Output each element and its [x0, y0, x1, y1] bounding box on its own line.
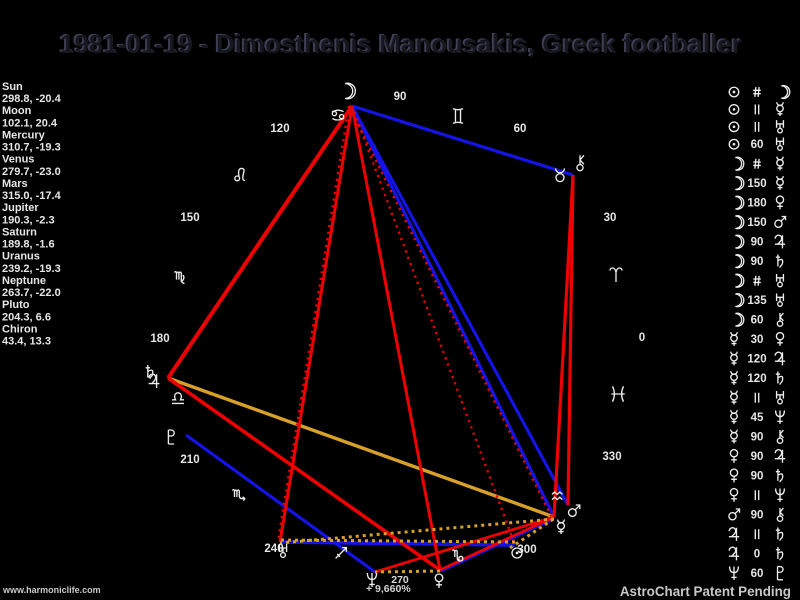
svg-text:60: 60 — [751, 568, 764, 580]
svg-text:Jupiter: Jupiter — [2, 202, 39, 214]
svg-text:90: 90 — [751, 510, 764, 522]
svg-text:150: 150 — [180, 212, 199, 224]
svg-text:190.3, -2.3: 190.3, -2.3 — [2, 214, 55, 226]
svg-text:90: 90 — [751, 451, 764, 463]
svg-text:Sun: Sun — [2, 81, 23, 93]
svg-text:90: 90 — [751, 432, 764, 444]
svg-text:0: 0 — [754, 549, 760, 561]
svg-text:120: 120 — [747, 354, 766, 366]
svg-text:Mercury: Mercury — [2, 130, 46, 142]
svg-text:150: 150 — [747, 217, 766, 229]
svg-text:90: 90 — [751, 237, 764, 249]
svg-text:330: 330 — [602, 451, 621, 463]
svg-text:Neptune: Neptune — [2, 275, 46, 287]
svg-text:120: 120 — [747, 373, 766, 385]
svg-text:Uranus: Uranus — [2, 251, 40, 263]
svg-text:263.7, -22.0: 263.7, -22.0 — [2, 287, 61, 299]
svg-text:210: 210 — [180, 454, 199, 466]
svg-text:Saturn: Saturn — [2, 226, 37, 238]
svg-text:120: 120 — [270, 123, 289, 135]
svg-text:270: 270 — [391, 574, 409, 586]
svg-text:Moon: Moon — [2, 105, 32, 117]
svg-text:45: 45 — [751, 412, 764, 424]
svg-text:180: 180 — [747, 198, 766, 210]
svg-text:315.0, -17.4: 315.0, -17.4 — [2, 190, 62, 202]
svg-text:Pluto: Pluto — [2, 299, 30, 311]
svg-text:Mars: Mars — [2, 178, 28, 190]
svg-text:90: 90 — [751, 256, 764, 268]
svg-text:30: 30 — [604, 212, 617, 224]
svg-text:90: 90 — [394, 91, 407, 103]
svg-text:204.3, 6.6: 204.3, 6.6 — [2, 311, 51, 323]
svg-text:+ 9,660%: + 9,660% — [366, 583, 411, 595]
svg-text:www.harmoniclife.com: www.harmoniclife.com — [2, 585, 101, 595]
svg-text:239.2, -19.3: 239.2, -19.3 — [2, 263, 61, 275]
svg-text:Venus: Venus — [2, 154, 34, 166]
svg-text:0: 0 — [639, 332, 645, 344]
svg-text:150: 150 — [747, 178, 766, 190]
svg-text:Chiron: Chiron — [2, 323, 38, 335]
svg-text:30: 30 — [751, 334, 764, 346]
svg-text:279.7, -23.0: 279.7, -23.0 — [2, 166, 61, 178]
svg-text:60: 60 — [751, 139, 764, 151]
svg-text:60: 60 — [514, 123, 527, 135]
svg-text:180: 180 — [150, 333, 169, 345]
svg-text:135: 135 — [747, 295, 767, 307]
svg-text:43.4, 13.3: 43.4, 13.3 — [2, 336, 51, 348]
svg-text:AstroChart Patent Pending: AstroChart Patent Pending — [620, 584, 791, 599]
svg-text:60: 60 — [751, 315, 764, 327]
svg-text:1981-01-19 - Dimosthenis Manou: 1981-01-19 - Dimosthenis Manousakis, Gre… — [60, 29, 742, 59]
svg-text:102.1, 20.4: 102.1, 20.4 — [2, 117, 58, 129]
svg-text:90: 90 — [751, 471, 764, 483]
svg-text:298.8, -20.4: 298.8, -20.4 — [2, 93, 62, 105]
svg-text:1981-01-19 - Dimosthenis Manou: 1981-01-19 - Dimosthenis Manousakis, Gre… — [58, 28, 740, 58]
svg-text:189.8, -1.6: 189.8, -1.6 — [2, 239, 55, 251]
svg-text:310.7, -19.3: 310.7, -19.3 — [2, 142, 61, 154]
